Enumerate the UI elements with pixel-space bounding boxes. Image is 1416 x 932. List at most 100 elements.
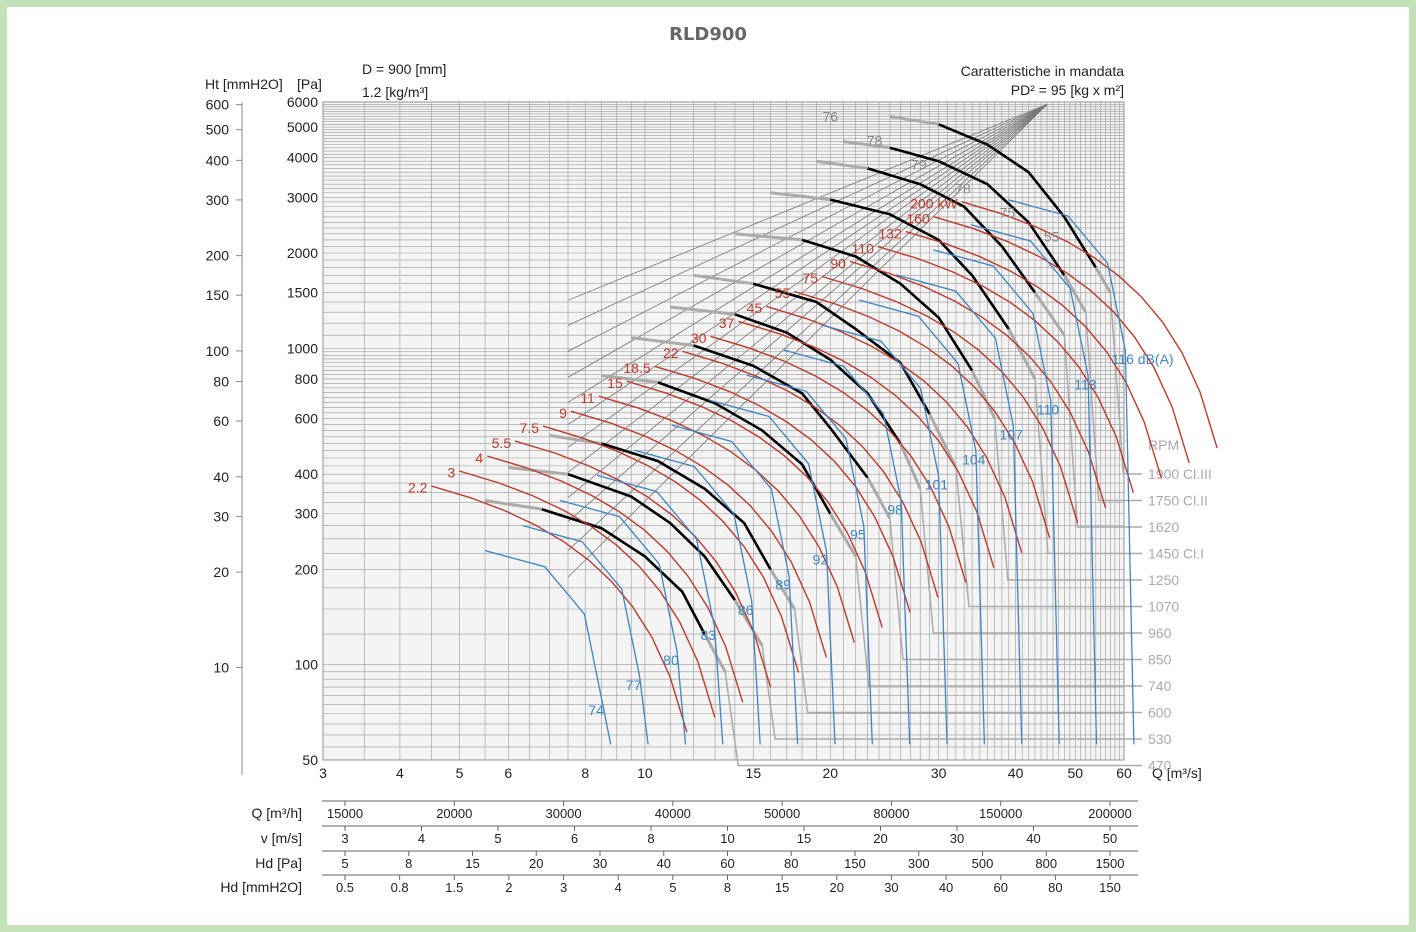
power-label: 5.5 (492, 435, 512, 451)
rpm-curve-operating (734, 313, 902, 445)
rpm-curve-end (970, 369, 997, 420)
bottom-tick-label: 3 (341, 831, 348, 846)
power-label: 90 (830, 255, 846, 271)
bottom-tick-label: 800 (1035, 856, 1057, 871)
system-line (567, 103, 1048, 326)
system-line (567, 104, 1048, 578)
bottom-tick-label: 1.5 (445, 880, 463, 895)
rpm-curve-end (829, 512, 857, 558)
efficiency-label: 55 (1044, 228, 1060, 244)
y-tick-mmh2o: 400 (206, 152, 230, 168)
bottom-axes: Q [m³/h] 15000 20000 30000 40000 50000 80000 15… (220, 800, 1138, 895)
rpm-label: 1070 (1148, 599, 1179, 615)
power-curve (821, 275, 1079, 524)
rpm-curve-start (734, 232, 803, 242)
noise-curve (933, 249, 1060, 745)
power-curve (738, 320, 995, 568)
rpm-curve-start (693, 273, 754, 286)
y-tick-mmh2o: 80 (213, 374, 229, 390)
y-tick-pa: 5000 (287, 119, 318, 135)
power-label: 200 kW (910, 195, 958, 211)
noise-curve (1008, 199, 1135, 745)
rpm-leader-line (724, 671, 1142, 767)
y-tick-mmh2o: 500 (206, 122, 230, 138)
rpm-leader-line (919, 488, 1142, 634)
rpm-curve-operating (889, 146, 1066, 277)
bottom-tick-label: 15 (797, 831, 811, 846)
power-curve (542, 425, 800, 673)
bottom-tick-label: 40 (1026, 831, 1040, 846)
y-tick-pa: 6000 (287, 94, 318, 110)
power-curve (459, 470, 716, 718)
rpm-curve-operating (867, 167, 1036, 294)
noise-label: 77 (626, 677, 642, 693)
mode-label: Caratteristiche in mandata (961, 63, 1125, 79)
rpm-curve-operating (801, 238, 974, 372)
y-tick-mmh2o: 30 (213, 508, 229, 524)
rpm-curve-end (733, 599, 764, 647)
rpm-curve-start (631, 336, 694, 347)
bottom-tick-label: 40 (939, 880, 953, 895)
x-tick: 50 (1067, 765, 1083, 781)
power-label: 110 (852, 240, 875, 256)
bottom-tick-label: 60 (720, 856, 734, 871)
diameter-label: D = 900 [mm] (362, 61, 446, 77)
y-tick-pa: 300 (295, 506, 319, 522)
system-line (567, 103, 1048, 448)
rpm-label: 740 (1148, 678, 1172, 694)
bottom-tick-label: 20 (830, 880, 844, 895)
rpm-curve-start (601, 374, 659, 384)
noise-label: 92 (813, 552, 829, 568)
noise-curve (746, 374, 873, 745)
system-line (567, 103, 1048, 425)
rpm-curve-end (928, 413, 958, 469)
rpm-label: 1250 (1148, 572, 1179, 588)
y-tick-mmh2o: 20 (213, 564, 229, 580)
power-label: 55 (775, 285, 791, 301)
bottom-tick-label: 0.5 (336, 880, 354, 895)
rpm-label: 1900 Cl.III (1148, 466, 1212, 482)
power-label: 18.5 (623, 360, 650, 376)
density-label: 1.2 [kg/m³] (362, 84, 428, 100)
rpm-curve-start (508, 466, 569, 476)
bottom-tick-label: 60 (993, 880, 1007, 895)
bottom-tick-label: 8 (724, 880, 731, 895)
noise-label: 89 (775, 577, 791, 593)
bottom-tick-label: 4 (418, 831, 425, 846)
rpm-curve-operating (541, 507, 706, 635)
noise-label: 107 (999, 426, 1023, 442)
rpm-curve-end (703, 633, 727, 673)
power-curve (626, 380, 883, 628)
bottom-tick-label: 500 (972, 856, 994, 871)
power-curve (710, 335, 967, 583)
y-tick-pa: 200 (295, 561, 319, 577)
noise-label: 113 (1074, 376, 1097, 392)
x-tick: 8 (581, 765, 589, 781)
system-line (567, 103, 1048, 403)
bottom-tick-label: 15 (775, 880, 789, 895)
power-label: 15 (607, 375, 623, 391)
rpm-leader-line (993, 418, 1142, 581)
efficiency-label: 79 (911, 157, 927, 173)
noise-curve (671, 424, 799, 745)
system-line (567, 104, 1048, 498)
bottom-tick-label: 20 (529, 856, 543, 871)
bottom-tick-label: 10 (720, 831, 734, 846)
noise-curve (895, 274, 1023, 745)
rpm-curve-end (1063, 274, 1087, 313)
power-label: 45 (747, 300, 763, 316)
power-curve (654, 365, 911, 613)
power-label: 4 (475, 450, 483, 466)
y-tick-pa: 1000 (287, 340, 318, 356)
rpm-curve-end (899, 442, 922, 490)
bottom-tick-label: 40000 (655, 806, 691, 821)
y-tick-pa: 100 (295, 657, 319, 673)
power-label: 2.2 (408, 480, 428, 496)
bottom-tick-label: 30 (593, 856, 607, 871)
noise-curve (597, 474, 724, 745)
power-label: 160 (906, 210, 930, 226)
noise-curve (970, 224, 1098, 745)
rpm-curve-start (484, 499, 543, 511)
bottom-axis-label: Hd [Pa] (255, 855, 302, 871)
rpm-curve-operating (829, 198, 1010, 330)
